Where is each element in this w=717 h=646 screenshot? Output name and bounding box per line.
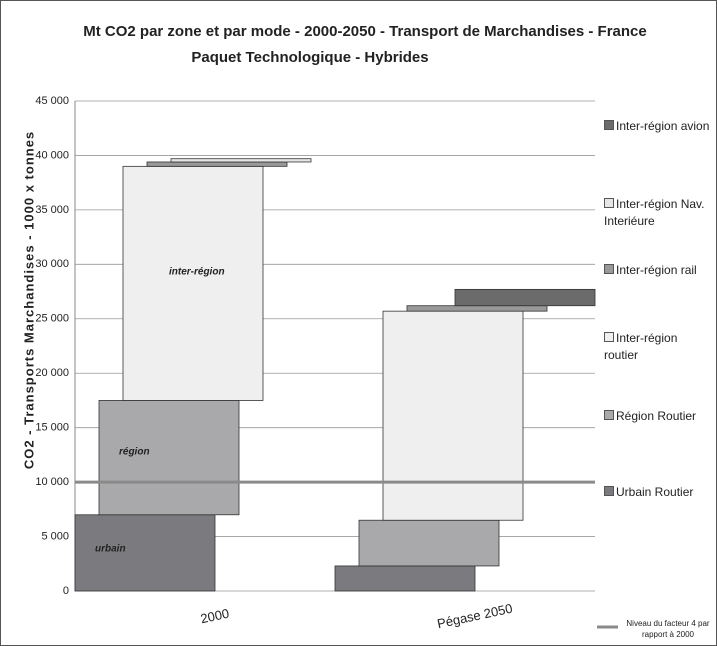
- bar-segment: [406, 305, 548, 312]
- y-tick-label: 40 000: [35, 149, 69, 161]
- x-tick-label: 2000: [199, 606, 230, 627]
- legend-label: Inter-région Nav. Interiéure: [604, 197, 705, 228]
- y-tick-label: 10 000: [35, 476, 69, 488]
- legend-swatch: [604, 120, 614, 130]
- legend-label: Inter-région avion: [616, 119, 710, 133]
- chart-title: Mt CO2 par zone et par mode - 2000-2050 …: [83, 23, 647, 40]
- bar-segment: [454, 288, 596, 307]
- y-tick-label: 45 000: [35, 95, 69, 107]
- y-tick-label: 0: [63, 585, 69, 597]
- y-tick-label: 35 000: [35, 204, 69, 216]
- legend-item: Inter-région rail: [604, 262, 714, 279]
- annotation: urbain: [95, 544, 126, 555]
- legend-swatch: [604, 410, 614, 420]
- legend-item: Inter-région routier: [604, 330, 714, 364]
- legend-item: Urbain Routier: [604, 484, 714, 501]
- y-tick-label: 5 000: [41, 530, 69, 542]
- bar-segment: [122, 165, 264, 401]
- y-axis-label: CO2 - Transports Marchandises - 1000 x t…: [21, 131, 36, 469]
- legend-label: Région Routier: [616, 409, 697, 423]
- annotation: région: [119, 447, 150, 458]
- bar-segment: [170, 158, 312, 163]
- bar-segment: [74, 514, 216, 592]
- y-tick-label: 30 000: [35, 258, 69, 270]
- y-tick-label: 20 000: [35, 367, 69, 379]
- bar-segment: [358, 519, 500, 567]
- bar-segment: [146, 161, 288, 167]
- bar-segment: [382, 310, 524, 521]
- legend-reference-label: Niveau du facteur 4 par rapport à 2000: [626, 619, 710, 639]
- legend-label: Inter-région rail: [616, 263, 697, 277]
- bar-segment: [334, 565, 476, 592]
- annotation: inter-région: [169, 266, 225, 277]
- legend-label: Urbain Routier: [616, 485, 694, 499]
- legend-label: Inter-région routier: [604, 331, 678, 362]
- legend-item: Région Routier: [604, 408, 714, 425]
- legend-swatch: [604, 486, 614, 496]
- y-tick-label: 15 000: [35, 422, 69, 434]
- legend-swatch: [604, 332, 614, 342]
- legend-item: Inter-région Nav. Interiéure: [604, 196, 714, 230]
- legend-swatch: [604, 264, 614, 274]
- x-tick-label: Pégase 2050: [436, 601, 514, 632]
- bar-segment: [98, 400, 240, 516]
- chart-subtitle: Paquet Technologique - Hybrides: [191, 49, 428, 66]
- legend-item: Inter-région avion: [604, 118, 714, 135]
- legend-swatch: [604, 198, 614, 208]
- y-tick-label: 25 000: [35, 313, 69, 325]
